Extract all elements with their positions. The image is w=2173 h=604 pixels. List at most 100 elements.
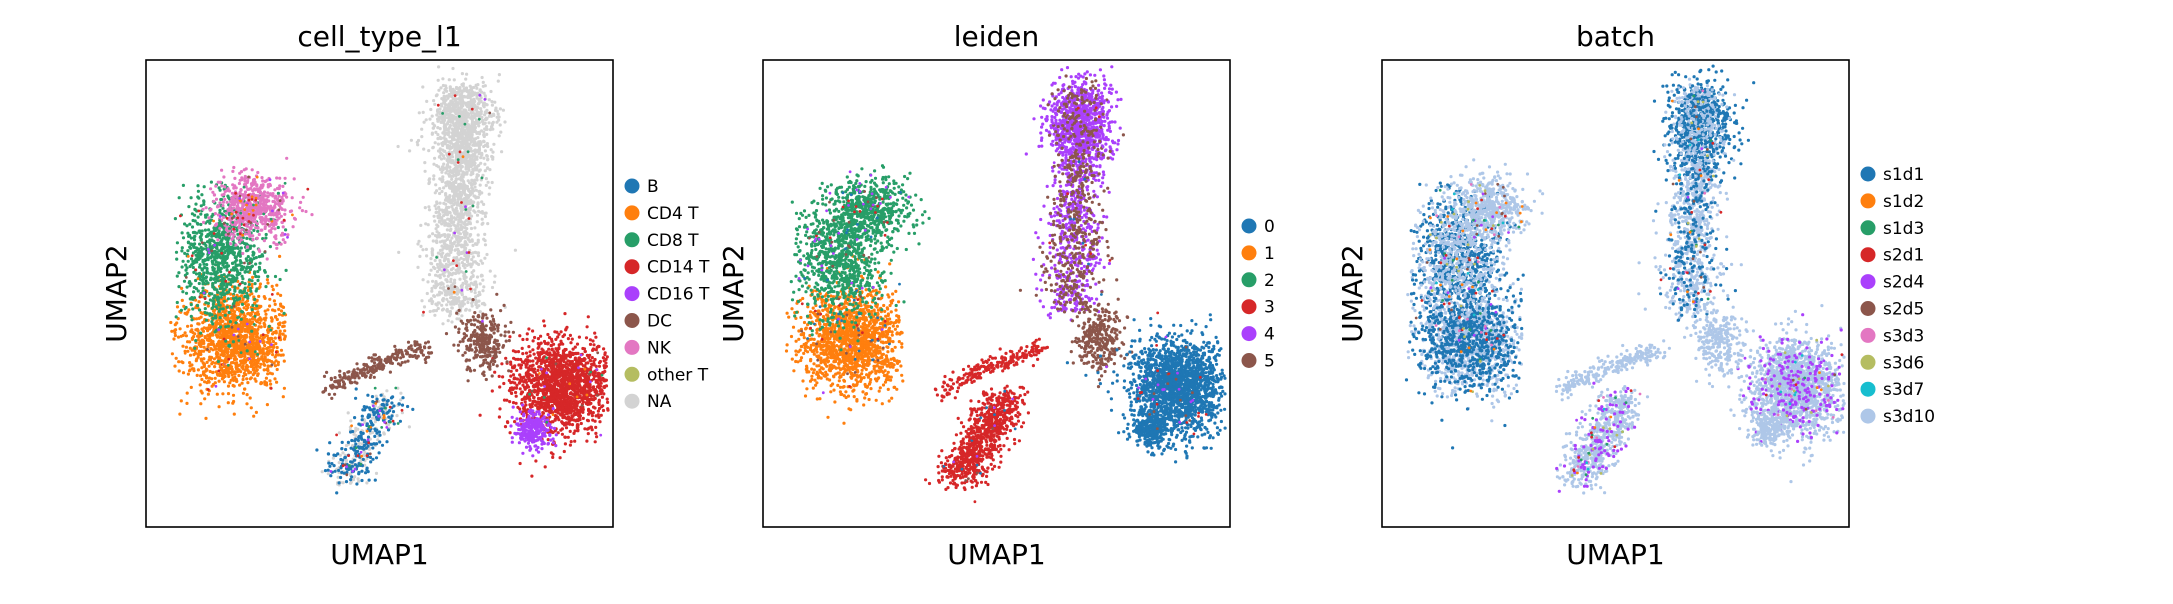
- scatter-point: [233, 285, 236, 288]
- scatter-point: [276, 318, 279, 321]
- scatter-point: [449, 182, 452, 185]
- scatter-point: [268, 379, 271, 382]
- scatter-point: [446, 310, 449, 313]
- scatter-point: [449, 124, 452, 127]
- scatter-point: [225, 212, 228, 215]
- scatter-point: [244, 353, 247, 356]
- scatter-point: [266, 281, 269, 284]
- scatter-point: [498, 134, 501, 137]
- scatter-point: [199, 383, 202, 386]
- scatter-point: [275, 247, 278, 250]
- scatter-point: [482, 140, 485, 143]
- scatter-point: [275, 381, 278, 384]
- scatter-point: [490, 100, 493, 103]
- scatter-point: [256, 226, 259, 229]
- scatter-point: [275, 176, 278, 179]
- scatter-point: [264, 297, 267, 300]
- scatter-point: [225, 285, 228, 288]
- scatter-point: [420, 135, 423, 138]
- scatter-point: [272, 288, 275, 291]
- scatter-point: [453, 78, 456, 81]
- scatter-point: [450, 178, 453, 181]
- scatter-point: [253, 244, 256, 247]
- scatter-point: [248, 278, 251, 281]
- scatter-point: [227, 401, 230, 404]
- scatter-point: [457, 195, 460, 198]
- scatter-point: [475, 178, 478, 181]
- scatter-point: [279, 303, 282, 306]
- scatter-point: [470, 258, 473, 261]
- scatter-point: [264, 225, 267, 228]
- scatter-point: [246, 393, 249, 396]
- scatter-point: [260, 229, 263, 232]
- scatter-point: [186, 340, 189, 343]
- scatter-point: [459, 239, 462, 242]
- scatter-point: [232, 343, 235, 346]
- scatter-point: [445, 112, 448, 115]
- scatter-point: [498, 415, 501, 418]
- scatter-point: [230, 232, 233, 235]
- scatter-point: [416, 266, 419, 269]
- scatter-point: [269, 245, 272, 248]
- scatter-point: [193, 208, 196, 211]
- scatter-point: [258, 233, 261, 236]
- scatter-point: [438, 219, 441, 222]
- scatter-point: [459, 169, 462, 172]
- scatter-point: [260, 216, 263, 219]
- scatter-point: [266, 257, 269, 260]
- scatter-point: [443, 289, 446, 292]
- scatter-point: [289, 210, 292, 213]
- scatter-point: [460, 161, 463, 164]
- scatter-point: [458, 300, 461, 303]
- scatter-point: [259, 282, 262, 285]
- scatter-point: [437, 211, 440, 214]
- scatter-point: [226, 291, 229, 294]
- scatter-point: [217, 276, 220, 279]
- scatter-point: [457, 120, 460, 123]
- scatter-point: [243, 336, 246, 339]
- scatter-point: [453, 180, 456, 183]
- scatter-point: [460, 90, 463, 93]
- scatter-point: [435, 94, 438, 97]
- scatter-point: [214, 330, 217, 333]
- scatter-point: [457, 237, 460, 240]
- scatter-point: [209, 298, 212, 301]
- scatter-point: [460, 128, 463, 131]
- scatter-point: [255, 237, 258, 240]
- scatter-point: [454, 145, 457, 148]
- scatter-point: [454, 301, 457, 304]
- scatter-point: [479, 282, 482, 285]
- scatter-point: [476, 214, 479, 217]
- scatter-point: [460, 184, 463, 187]
- scatter-point: [280, 349, 283, 352]
- scatter-point: [258, 212, 261, 215]
- scatter-point: [242, 324, 245, 327]
- scatter-point: [208, 292, 211, 295]
- scatter-point: [232, 266, 235, 269]
- scatter-point: [469, 94, 472, 97]
- scatter-point: [255, 287, 258, 290]
- scatter-point: [239, 348, 242, 351]
- scatter-point: [508, 335, 511, 338]
- scatter-point: [476, 220, 479, 223]
- scatter-point: [441, 252, 444, 255]
- scatter-point: [281, 208, 284, 211]
- scatter-point: [446, 197, 449, 200]
- scatter-point: [250, 406, 253, 409]
- scatter-point: [221, 279, 224, 282]
- scatter-point: [218, 340, 221, 343]
- scatter-point: [425, 248, 428, 251]
- scatter-point: [187, 260, 190, 263]
- scatter-point: [253, 364, 256, 367]
- scatter-point: [182, 260, 185, 263]
- scatter-point: [442, 266, 445, 269]
- scatter-point: [493, 275, 496, 278]
- scatter-point: [222, 175, 225, 178]
- scatter-point: [204, 417, 207, 420]
- scatter-point: [220, 247, 223, 250]
- scatter-point: [476, 203, 479, 206]
- scatter-point: [227, 373, 230, 376]
- scatter-point: [276, 346, 279, 349]
- scatter-point: [249, 353, 252, 356]
- scatter-point: [448, 175, 451, 178]
